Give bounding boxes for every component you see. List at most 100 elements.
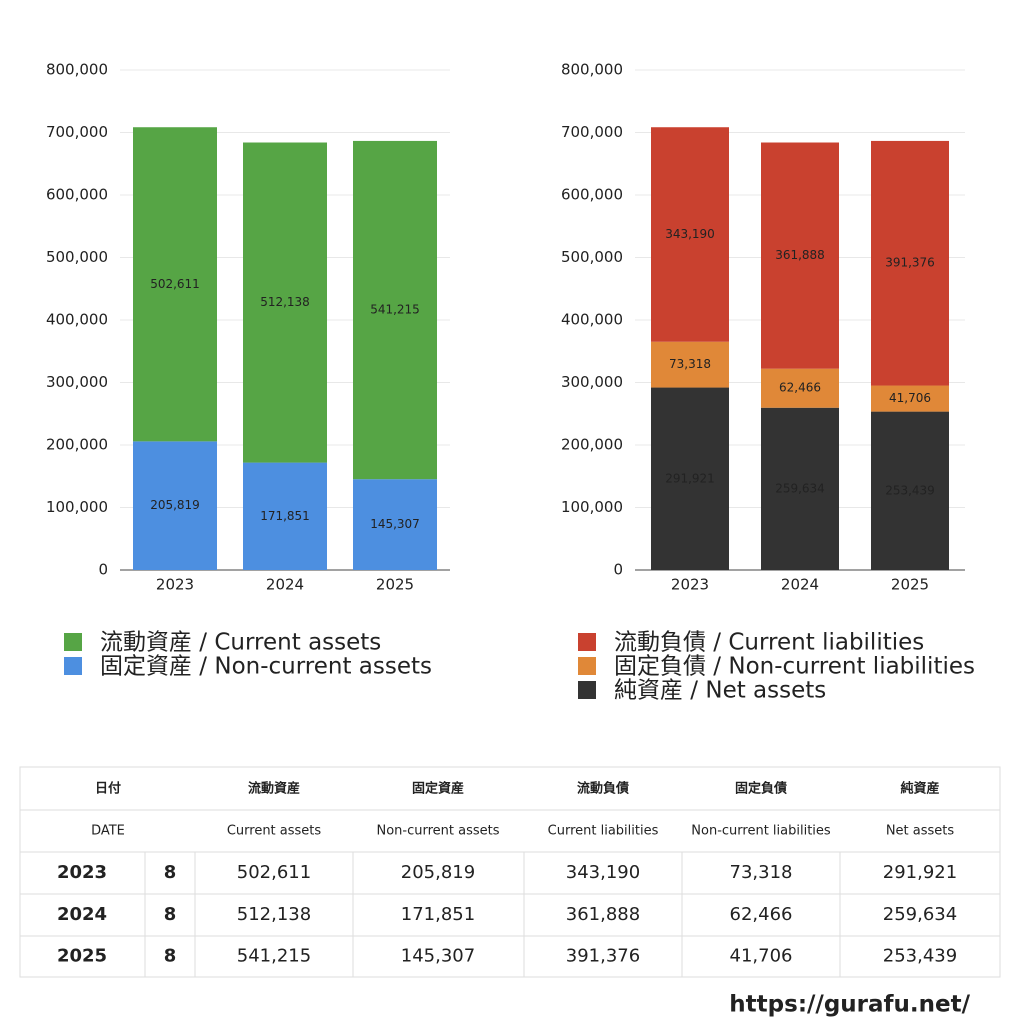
data-label: 291,921 bbox=[665, 471, 715, 485]
legend-swatch bbox=[64, 633, 82, 651]
data-label: 391,376 bbox=[885, 256, 935, 270]
table-subheader: Net assets bbox=[886, 824, 955, 839]
table-cell: 361,888 bbox=[566, 904, 640, 925]
x-tick-label: 2025 bbox=[376, 576, 414, 594]
table-subheader: Current liabilities bbox=[548, 824, 659, 839]
x-tick-label: 2024 bbox=[266, 576, 304, 594]
bar-segment bbox=[133, 127, 217, 442]
y-tick-label: 600,000 bbox=[46, 186, 108, 204]
table-cell: 205,819 bbox=[401, 862, 475, 883]
x-tick-label: 2023 bbox=[671, 576, 709, 594]
table-cell: 73,318 bbox=[730, 862, 793, 883]
table-border bbox=[19, 766, 1001, 978]
data-label: 62,466 bbox=[779, 381, 821, 395]
y-tick-label: 700,000 bbox=[561, 123, 623, 141]
y-tick-label: 400,000 bbox=[46, 311, 108, 329]
data-label: 361,888 bbox=[775, 248, 825, 262]
data-label: 145,307 bbox=[370, 517, 420, 531]
table-cell: 41,706 bbox=[730, 946, 793, 967]
data-label: 253,439 bbox=[885, 483, 935, 497]
table-cell: 291,921 bbox=[883, 862, 957, 883]
legend-label: 流動負債 / Current liabilities bbox=[614, 630, 924, 656]
table-header: 流動負債 bbox=[577, 781, 629, 797]
bar-segment bbox=[761, 142, 839, 369]
y-tick-label: 200,000 bbox=[46, 436, 108, 454]
y-tick-label: 500,000 bbox=[46, 248, 108, 266]
y-tick-label: 800,000 bbox=[561, 61, 623, 79]
legend-label: 固定資産 / Non-current assets bbox=[100, 654, 432, 680]
y-tick-label: 600,000 bbox=[561, 186, 623, 204]
y-tick-label: 0 bbox=[613, 561, 623, 579]
data-label: 502,611 bbox=[150, 277, 200, 291]
table-cell: 8 bbox=[164, 946, 177, 967]
y-tick-label: 200,000 bbox=[561, 436, 623, 454]
legend-label: 流動資産 / Current assets bbox=[100, 630, 381, 656]
table-subheader: Non-current liabilities bbox=[691, 824, 831, 839]
data-label: 171,851 bbox=[260, 509, 310, 523]
bar-segment bbox=[353, 479, 437, 570]
y-tick-label: 400,000 bbox=[561, 311, 623, 329]
data-label: 259,634 bbox=[775, 481, 825, 495]
y-tick-label: 500,000 bbox=[561, 248, 623, 266]
legend-label: 純資産 / Net assets bbox=[614, 678, 826, 704]
table-header: 日付 bbox=[95, 781, 121, 797]
data-label: 41,706 bbox=[889, 391, 931, 405]
bar-segment bbox=[871, 411, 949, 570]
bar-segment bbox=[761, 407, 839, 570]
legend-swatch bbox=[578, 657, 596, 675]
table-cell: 62,466 bbox=[730, 904, 793, 925]
table-cell: 259,634 bbox=[883, 904, 957, 925]
bar-segment bbox=[871, 385, 949, 412]
table-header: 流動資産 bbox=[248, 781, 300, 797]
data-label: 343,190 bbox=[665, 227, 715, 241]
y-tick-label: 700,000 bbox=[46, 123, 108, 141]
table-cell: 8 bbox=[164, 862, 177, 883]
bar-segment bbox=[243, 142, 327, 463]
y-tick-label: 300,000 bbox=[46, 373, 108, 391]
table-cell: 541,215 bbox=[237, 946, 311, 967]
y-tick-label: 100,000 bbox=[46, 498, 108, 516]
y-tick-label: 100,000 bbox=[561, 498, 623, 516]
legend-swatch bbox=[64, 657, 82, 675]
bar-segment bbox=[243, 462, 327, 570]
legend-label: 固定負債 / Non-current liabilities bbox=[614, 654, 975, 680]
table-header: 固定資産 bbox=[412, 781, 464, 797]
y-tick-label: 0 bbox=[98, 561, 108, 579]
bar-segment bbox=[761, 368, 839, 408]
data-label: 512,138 bbox=[260, 295, 310, 309]
bar-segment bbox=[353, 140, 437, 480]
bar-segment bbox=[651, 127, 729, 342]
data-label: 73,318 bbox=[669, 357, 711, 371]
bar-segment bbox=[133, 441, 217, 570]
data-label: 541,215 bbox=[370, 303, 420, 317]
table-header: 固定負債 bbox=[735, 781, 787, 797]
legend-swatch bbox=[578, 681, 596, 699]
bar-segment bbox=[651, 387, 729, 570]
y-tick-label: 300,000 bbox=[561, 373, 623, 391]
bar-segment bbox=[651, 341, 729, 388]
table-cell: 145,307 bbox=[401, 946, 475, 967]
data-label: 205,819 bbox=[150, 498, 200, 512]
table-cell: 343,190 bbox=[566, 862, 640, 883]
table-cell: 2023 bbox=[57, 862, 107, 883]
legend-swatch bbox=[578, 633, 596, 651]
table-header: 純資産 bbox=[900, 781, 939, 797]
y-tick-label: 800,000 bbox=[46, 61, 108, 79]
table-cell: 502,611 bbox=[237, 862, 311, 883]
table-cell: 2025 bbox=[57, 946, 107, 967]
table-subheader: DATE bbox=[91, 824, 125, 839]
x-tick-label: 2025 bbox=[891, 576, 929, 594]
table-cell: 512,138 bbox=[237, 904, 311, 925]
table-subheader: Non-current assets bbox=[376, 824, 499, 839]
table-cell: 8 bbox=[164, 904, 177, 925]
x-tick-label: 2024 bbox=[781, 576, 819, 594]
table-cell: 253,439 bbox=[883, 946, 957, 967]
table-subheader: Current assets bbox=[227, 824, 322, 839]
bar-segment bbox=[871, 140, 949, 386]
footer-url: https://gurafu.net/ bbox=[729, 992, 970, 1018]
table-cell: 391,376 bbox=[566, 946, 640, 967]
table-cell: 2024 bbox=[57, 904, 107, 925]
x-tick-label: 2023 bbox=[156, 576, 194, 594]
table-cell: 171,851 bbox=[401, 904, 475, 925]
